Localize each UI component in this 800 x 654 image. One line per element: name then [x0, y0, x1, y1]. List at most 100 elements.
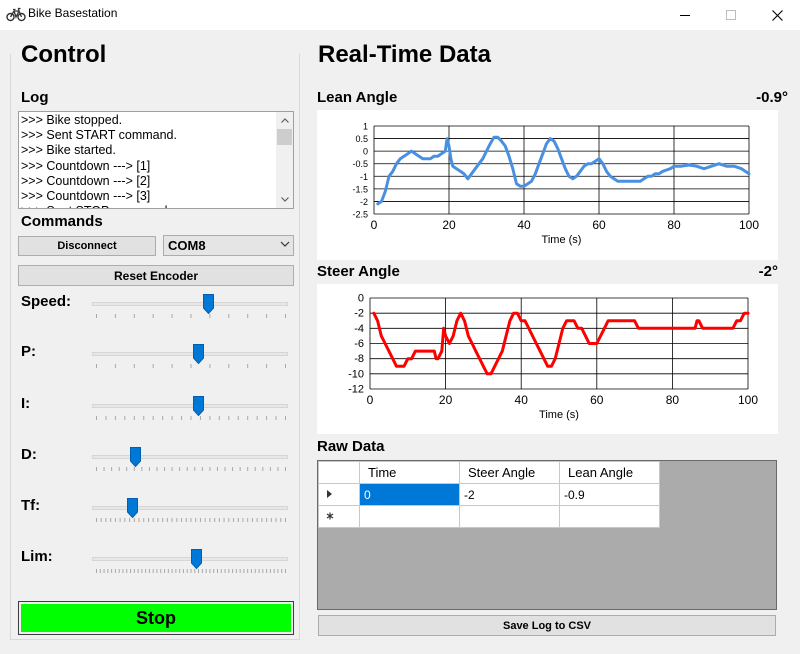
title-bar: Bike Basestation: [0, 0, 800, 30]
cell-lean[interactable]: -0.9: [559, 483, 660, 506]
maximize-button[interactable]: [708, 0, 754, 30]
control-heading: Control: [21, 41, 107, 68]
port-select[interactable]: COM8: [163, 235, 294, 256]
slider-thumb[interactable]: [193, 396, 205, 416]
table-new-row: [318, 505, 660, 528]
y-tick-label: 0: [363, 147, 368, 157]
slider-track[interactable]: [92, 404, 288, 408]
y-tick-label: -6: [354, 338, 364, 350]
log-line: >>> Sent STOP command.: [21, 204, 277, 208]
x-tick-label: 80: [667, 218, 681, 232]
realtime-heading: Real-Time Data: [318, 41, 491, 68]
new-cell-time[interactable]: [359, 505, 460, 528]
y-tick-label: -0.5: [352, 159, 368, 169]
lean-chart-title: Lean Angle: [317, 89, 398, 106]
reset-encoder-button[interactable]: Reset Encoder: [18, 265, 294, 286]
y-tick-label: -4: [354, 323, 364, 335]
y-tick-label: -1.5: [352, 184, 368, 194]
log-line: >>> Countdown ---> [1]: [21, 158, 151, 173]
column-header-lean[interactable]: Lean Angle: [559, 461, 660, 484]
slider-track[interactable]: [92, 302, 288, 306]
close-icon: [771, 9, 783, 21]
x-tick-label: 20: [439, 393, 453, 407]
cell-time[interactable]: 0: [359, 483, 460, 506]
y-tick-label: 0.5: [355, 134, 368, 144]
disconnect-button[interactable]: Disconnect: [18, 236, 156, 256]
raw-data-label: Raw Data: [317, 438, 385, 455]
new-cell-lean[interactable]: [559, 505, 660, 528]
slider-track[interactable]: [92, 506, 288, 510]
x-tick-label: 0: [371, 218, 378, 232]
table-row: 0 -2 -0.9: [318, 483, 660, 506]
chevron-down-icon: [280, 241, 290, 247]
asterisk-icon: [326, 512, 334, 519]
scroll-thumb[interactable]: [277, 129, 292, 145]
bicycle-icon: [6, 7, 26, 22]
slider-thumb[interactable]: [191, 549, 203, 569]
log-line: >>> Bike stopped.: [21, 113, 123, 127]
y-tick-label: -8: [354, 353, 364, 365]
y-tick-label: -1: [360, 172, 368, 182]
new-cell-steer[interactable]: [459, 505, 560, 528]
x-tick-label: 60: [592, 218, 606, 232]
log-box[interactable]: >>> Bike stopped. >>> Sent START command…: [18, 111, 294, 209]
window-title: Bike Basestation: [28, 6, 118, 20]
new-row-indicator[interactable]: [318, 505, 360, 528]
stop-button[interactable]: Stop: [18, 601, 294, 635]
slider-thumb[interactable]: [193, 344, 205, 364]
lean-angle-value: -0.9°: [756, 89, 788, 106]
slider-ticks: [96, 416, 286, 420]
scroll-down-button[interactable]: [276, 191, 293, 208]
maximize-icon: [726, 10, 736, 20]
steer-chart-title: Steer Angle: [317, 263, 400, 280]
chevron-up-icon: [280, 118, 289, 123]
save-log-button[interactable]: Save Log to CSV: [318, 615, 776, 636]
current-row-indicator[interactable]: [318, 483, 360, 506]
close-button[interactable]: [754, 0, 800, 30]
lean-angle-chart: 1 0.5 0 -0.5 -1 -1.5 -2 -2.5 0 20 40 60 80 100 Time (s…: [317, 110, 778, 260]
slider-label: P:: [21, 343, 36, 360]
y-tick-label: -10: [348, 368, 364, 380]
slider-label: Speed:: [21, 293, 72, 310]
corner-header: [318, 461, 360, 484]
x-tick-label: 60: [590, 393, 604, 407]
steer-angle-value: -2°: [758, 263, 778, 280]
column-header-steer[interactable]: Steer Angle: [459, 461, 560, 484]
slider-track[interactable]: [92, 352, 288, 356]
log-label: Log: [21, 89, 49, 106]
log-lines: >>> Bike stopped. >>> Sent START command…: [21, 113, 277, 208]
scroll-up-button[interactable]: [276, 112, 293, 129]
control-panel-frame: [10, 54, 300, 640]
x-tick-label: 40: [517, 218, 531, 232]
log-line: >>> Bike started.: [21, 143, 116, 158]
slider-track[interactable]: [92, 455, 288, 459]
raw-data-grid[interactable]: Time Steer Angle Lean Angle 0 -2 -0.9: [317, 460, 777, 610]
table-header-row: Time Steer Angle Lean Angle: [318, 461, 660, 484]
slider-ticks: [96, 569, 286, 573]
x-tick-label: 0: [367, 393, 374, 407]
log-scrollbar[interactable]: [276, 112, 293, 208]
y-tick-label: -12: [348, 384, 364, 396]
slider-label: Tf:: [21, 497, 41, 514]
minimize-button[interactable]: [662, 0, 708, 30]
row-pointer-icon: [327, 489, 332, 498]
y-tick-label: 1: [363, 122, 368, 132]
slider-thumb[interactable]: [126, 498, 138, 518]
slider-thumb[interactable]: [130, 447, 142, 467]
log-line: >>> Countdown ---> [3]: [21, 189, 151, 204]
cell-steer[interactable]: -2: [459, 483, 560, 506]
port-select-value: COM8: [168, 238, 206, 253]
slider-thumb[interactable]: [202, 294, 214, 314]
slider-track[interactable]: [92, 557, 288, 561]
slider-ticks: [96, 467, 286, 471]
x-tick-label: 100: [739, 218, 759, 232]
series-line: [376, 135, 751, 206]
slider-label: I:: [21, 395, 31, 412]
column-header-time[interactable]: Time: [359, 461, 460, 484]
slider-ticks: [96, 518, 286, 522]
y-tick-label: -2.5: [352, 210, 368, 220]
steer-angle-chart: 0 -2 -4 -6 -8 -10 -12 0 20 40 60 80 100 Time (s): [317, 284, 778, 434]
slider-label: D:: [21, 446, 37, 463]
commands-label: Commands: [21, 213, 103, 230]
